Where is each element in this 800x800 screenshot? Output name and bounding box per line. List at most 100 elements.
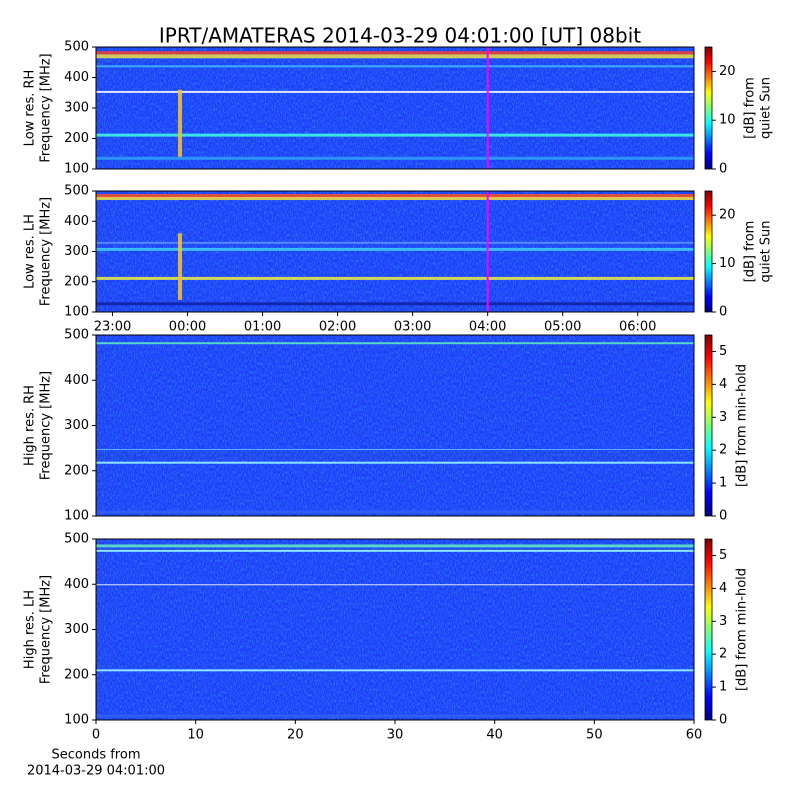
spectrogram-band bbox=[96, 65, 694, 68]
x-tick-label: 60 bbox=[686, 728, 703, 743]
y-axis-label: Low res. RH bbox=[23, 70, 38, 147]
colorbar-label: [dB] from bbox=[743, 221, 758, 283]
spectrogram-band bbox=[96, 54, 694, 59]
colorbar-tick-label: 1 bbox=[719, 680, 727, 695]
colorbar-label: [dB] from min-hold bbox=[735, 568, 750, 691]
spectrogram-band bbox=[96, 449, 694, 451]
colorbar-tick-label: 5 bbox=[719, 344, 727, 359]
spectrogram-noise bbox=[96, 191, 694, 312]
y-tick-label: 100 bbox=[64, 713, 89, 728]
spectrogram-noise bbox=[96, 335, 694, 516]
colorbar-label: [dB] from min-hold bbox=[735, 364, 750, 487]
colorbar-tick-label: 4 bbox=[719, 377, 727, 392]
spectrogram-band bbox=[96, 714, 694, 718]
x-tick-label: 05:00 bbox=[544, 320, 581, 335]
y-axis-label: Frequency [MHz] bbox=[39, 575, 54, 684]
y-tick-label: 300 bbox=[64, 101, 89, 116]
spectrogram-band bbox=[96, 197, 694, 201]
x-tick-label: 03:00 bbox=[394, 320, 431, 335]
spectrogram-band bbox=[96, 584, 694, 586]
spectrogram-noise bbox=[96, 539, 694, 720]
colorbar-tick-label: 0 bbox=[719, 305, 727, 320]
y-tick-label: 500 bbox=[64, 40, 89, 55]
chart-title: IPRT/AMATERAS 2014-03-29 04:01:00 [UT] 0… bbox=[159, 24, 641, 48]
x-tick-label: 30 bbox=[387, 728, 404, 743]
colorbar-tick-label: 10 bbox=[719, 113, 736, 128]
x-tick-label: 20 bbox=[287, 728, 304, 743]
x-tick-label: 06:00 bbox=[619, 320, 656, 335]
spectrogram-band bbox=[96, 241, 694, 244]
colorbar-label: quiet Sun bbox=[759, 77, 774, 139]
spectrogram-band bbox=[96, 247, 694, 251]
colorbar-tick-label: 0 bbox=[719, 509, 727, 524]
x-tick-label: 00:00 bbox=[169, 320, 206, 335]
y-tick-label: 500 bbox=[64, 184, 89, 199]
spectrogram-band bbox=[96, 90, 694, 93]
y-axis-label: High res. RH bbox=[23, 385, 38, 466]
panel: 100 200 300 400 500 High res. RH Frequency [MH… bbox=[23, 328, 750, 524]
y-tick-label: 400 bbox=[64, 70, 89, 85]
spectrogram-band bbox=[96, 510, 694, 514]
x-tick-label: 10 bbox=[187, 728, 204, 743]
y-tick-label: 500 bbox=[64, 328, 89, 343]
y-tick-label: 200 bbox=[64, 274, 89, 289]
spectrogram-band bbox=[96, 133, 694, 137]
colorbar-tick-label: 0 bbox=[719, 713, 727, 728]
spectrogram-band bbox=[96, 194, 694, 199]
y-tick-label: 200 bbox=[64, 667, 89, 682]
y-axis-label: Frequency [MHz] bbox=[39, 371, 54, 480]
colorbar-tick-label: 20 bbox=[719, 208, 736, 223]
y-tick-label: 200 bbox=[64, 463, 89, 478]
y-tick-label: 500 bbox=[64, 532, 89, 547]
spectrogram-band bbox=[96, 544, 694, 548]
colorbar-tick-label: 2 bbox=[719, 647, 727, 662]
colorbar-tick-label: 10 bbox=[719, 256, 736, 271]
colorbar bbox=[704, 190, 713, 313]
spectrogram-band bbox=[96, 276, 694, 280]
x-tick-label: 04:00 bbox=[469, 320, 506, 335]
x-tick-label: 50 bbox=[586, 728, 603, 743]
spectrogram-band bbox=[96, 669, 694, 672]
y-axis-label: Frequency [MHz] bbox=[39, 53, 54, 162]
spectrogram-band bbox=[96, 302, 694, 306]
y-tick-label: 300 bbox=[64, 244, 89, 259]
y-axis-label: Frequency [MHz] bbox=[39, 197, 54, 306]
colorbar-tick-label: 20 bbox=[719, 64, 736, 79]
colorbar-tick-label: 4 bbox=[719, 581, 727, 596]
spectrogram-noise bbox=[96, 47, 694, 169]
y-tick-label: 400 bbox=[64, 577, 89, 592]
x-tick-label: 40 bbox=[486, 728, 503, 743]
colorbar-tick-label: 1 bbox=[719, 476, 727, 491]
spectrogram-band bbox=[96, 342, 694, 345]
burst bbox=[178, 233, 182, 300]
y-tick-label: 100 bbox=[64, 509, 89, 524]
y-tick-label: 300 bbox=[64, 622, 89, 637]
y-axis-label: High res. LH bbox=[23, 590, 38, 669]
y-tick-label: 300 bbox=[64, 418, 89, 433]
spectrogram-band bbox=[96, 461, 694, 464]
y-tick-label: 200 bbox=[64, 131, 89, 146]
spectrogram-band bbox=[96, 51, 694, 55]
y-tick-label: 100 bbox=[64, 305, 89, 320]
colorbar-tick-label: 0 bbox=[719, 162, 727, 177]
y-tick-label: 100 bbox=[64, 162, 89, 177]
colorbar bbox=[704, 538, 713, 721]
y-tick-label: 400 bbox=[64, 373, 89, 388]
spectrogram-band bbox=[96, 549, 694, 552]
y-axis-label: Low res. LH bbox=[23, 214, 38, 289]
colorbar-tick-label: 3 bbox=[719, 614, 727, 629]
colorbar-tick-label: 5 bbox=[719, 548, 727, 563]
colorbar-label: [dB] from bbox=[743, 77, 758, 139]
x-axis-label: 2014-03-29 04:01:00 bbox=[27, 764, 165, 779]
x-tick-label: 23:00 bbox=[94, 320, 131, 335]
colorbar-label: quiet Sun bbox=[759, 220, 774, 282]
x-tick-label: 0 bbox=[92, 728, 100, 743]
colorbar bbox=[704, 334, 713, 517]
x-tick-label: 02:00 bbox=[319, 320, 356, 335]
x-axis-label: Seconds from bbox=[51, 748, 140, 763]
spectrogram-band bbox=[96, 156, 694, 160]
burst bbox=[178, 89, 182, 157]
